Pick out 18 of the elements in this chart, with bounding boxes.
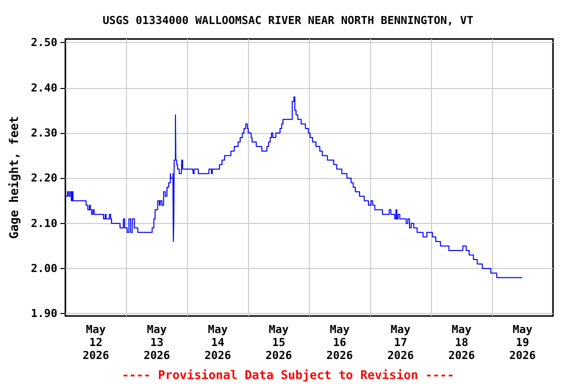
x-tick-label: May 16 2026 [326, 323, 354, 362]
text: ---- Provisional Data Subject to Revision ---- [122, 368, 454, 382]
y-tick-label: 2.40 [30, 81, 58, 94]
x-tick-label: May 18 2026 [448, 323, 476, 362]
x-tick-label: May 15 2026 [265, 323, 292, 362]
y-tick-label: 1.90 [30, 307, 58, 320]
y-tick-label: 2.10 [30, 216, 58, 230]
x-tick-label: May 17 2026 [387, 323, 414, 362]
y-tick-label: 2.20 [30, 172, 58, 185]
x-tick-label: May 14 2026 [204, 323, 232, 362]
y-tick-label: 2.30 [30, 126, 58, 140]
x-tick-label: May 19 2026 [509, 323, 536, 362]
chart-title: USGS 01334000 WALLOOMSAC RIVER NEAR NORTH BENNINGTON, VT [102, 14, 474, 27]
y-tick-label: 2.50 [30, 36, 58, 50]
x-tick-label: May 13 2026 [144, 323, 170, 362]
y-tick-label: 2.00 [30, 262, 58, 276]
x-tick-label: May 12 2026 [82, 323, 110, 362]
y-axis-title: Gage height, feet [7, 116, 21, 239]
